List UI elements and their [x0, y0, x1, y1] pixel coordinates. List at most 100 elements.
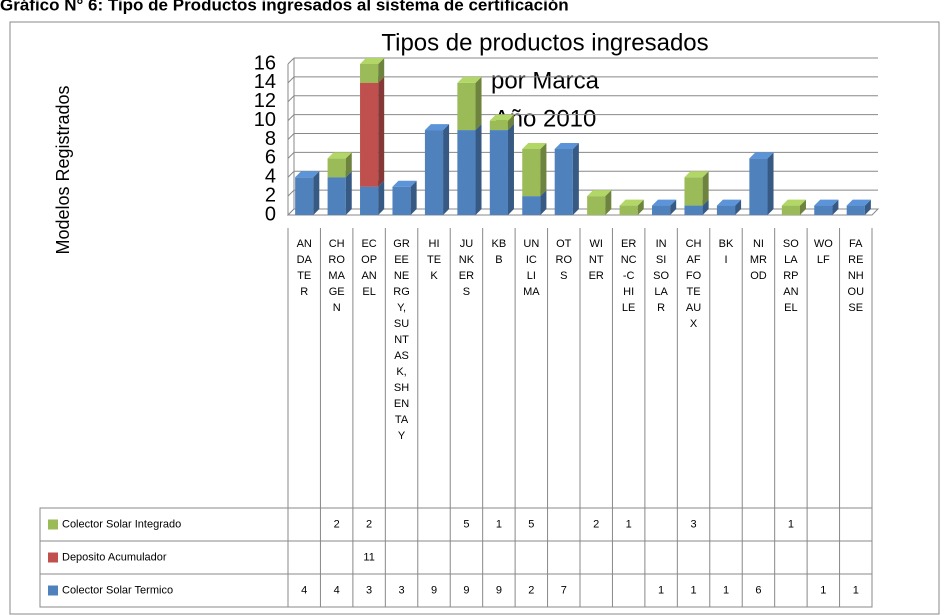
- grid-line: [287, 114, 295, 121]
- bar-top: [814, 199, 839, 206]
- bar-side: [767, 152, 774, 215]
- x-tick-label: EC OP AN EL: [361, 238, 377, 298]
- bar: [424, 124, 450, 215]
- bar-top: [749, 152, 774, 159]
- legend-label: Colector Solar Termico: [62, 584, 173, 596]
- grid-line: [287, 189, 295, 197]
- x-tick-label: NI MR OD: [750, 238, 767, 282]
- x-tick-label: UN IC LI MA: [523, 238, 540, 298]
- bar-side: [410, 180, 417, 215]
- x-tick-label: SO LA RP AN EL: [783, 238, 799, 314]
- bar-top: [327, 152, 352, 159]
- bar-side: [540, 190, 547, 215]
- grid-line: [287, 152, 295, 159]
- table-value: 4: [301, 584, 307, 596]
- bar-front: [424, 130, 444, 215]
- bar-top: [522, 142, 547, 149]
- bar-top: [846, 199, 871, 206]
- legend-label: Deposito Acumulador: [62, 551, 167, 563]
- bar: [619, 199, 644, 215]
- bar-front: [814, 205, 833, 215]
- bar-front: [684, 177, 703, 206]
- bar-side: [702, 171, 709, 206]
- bar: [749, 152, 774, 215]
- bar-side: [799, 199, 806, 215]
- table-value: 3: [366, 584, 372, 596]
- legend-swatch: [48, 552, 58, 563]
- bar: [554, 142, 579, 215]
- table-value: 2: [334, 518, 340, 530]
- table-value: 3: [398, 584, 404, 596]
- table-value: 2: [366, 518, 372, 530]
- legend-swatch: [48, 585, 58, 596]
- bar-side: [378, 58, 385, 83]
- bar-top: [457, 76, 482, 83]
- bar-top: [360, 58, 385, 64]
- y-tick-label: 12: [254, 90, 276, 112]
- bar-top: [587, 190, 612, 197]
- chart-title: por Marca: [491, 67, 600, 94]
- bar: [295, 171, 320, 215]
- x-tick-label: CH AF FO TE AU X: [686, 238, 702, 330]
- bar-side: [475, 76, 482, 131]
- bar-side: [378, 76, 385, 187]
- bar-side: [670, 199, 677, 215]
- y-tick-label: 16: [254, 52, 276, 74]
- bar: [489, 124, 514, 215]
- table-value: 2: [593, 518, 599, 530]
- bar-side: [735, 199, 742, 215]
- bar-side: [832, 199, 839, 215]
- bar-front: [522, 148, 541, 197]
- x-tick-label: BK I: [719, 238, 734, 266]
- bar-side: [637, 199, 644, 215]
- bar-front: [327, 158, 346, 178]
- x-tick-label: JU NK ER S: [459, 238, 475, 298]
- table-value: 1: [820, 584, 826, 596]
- bar-top: [295, 171, 320, 178]
- bar: [684, 171, 709, 206]
- bar: [522, 142, 547, 197]
- bar: [814, 199, 839, 215]
- bar-side: [313, 171, 320, 215]
- bar-side: [572, 142, 579, 215]
- bar-front: [522, 196, 541, 215]
- x-tick-label: AN DA TE R: [297, 238, 313, 298]
- x-tick-label: IN SI SO LA R: [653, 238, 669, 314]
- bar-front: [684, 205, 703, 215]
- table-value: 1: [723, 584, 729, 596]
- table-value: 11: [363, 551, 374, 563]
- bar-front: [457, 82, 476, 131]
- x-tick-label: HI TE K: [427, 238, 441, 282]
- bar-side: [864, 199, 871, 215]
- table-value: 6: [755, 584, 761, 596]
- x-tick-label: OT RO S: [556, 238, 573, 282]
- y-tick-label: 0: [265, 203, 276, 225]
- x-tick-label: WO LF: [814, 238, 833, 266]
- x-tick-label: GR EE NE RG Y, SU NT AS K, SH EN TA Y: [393, 238, 410, 442]
- bar-top: [424, 124, 450, 131]
- table-value: 7: [561, 584, 567, 596]
- table-value: 1: [788, 518, 794, 530]
- table-value: 1: [658, 584, 664, 596]
- table-value: 1: [690, 584, 696, 596]
- bar: [587, 190, 612, 215]
- bar-side: [378, 180, 385, 215]
- chart-title: Tipos de productos ingresados: [381, 29, 708, 56]
- bar-front: [392, 186, 411, 215]
- bar: [489, 114, 514, 131]
- y-tick-label: 14: [254, 71, 276, 93]
- bar-front: [781, 205, 800, 215]
- bar-front: [716, 205, 736, 215]
- header: Gráfico N° 6: Tipo de Productos ingresad…: [0, 0, 569, 14]
- bar-top: [716, 199, 742, 206]
- bar: [457, 124, 482, 215]
- x-tick-label: ER NC -C HI LE: [621, 238, 637, 314]
- bar-side: [443, 124, 450, 215]
- bar-top: [392, 180, 417, 187]
- table-value: 9: [431, 584, 437, 596]
- y-tick-label: 10: [254, 109, 276, 131]
- bar-front: [360, 82, 379, 187]
- bar: [846, 199, 871, 215]
- bar-top: [781, 199, 806, 206]
- grid-line: [287, 95, 295, 103]
